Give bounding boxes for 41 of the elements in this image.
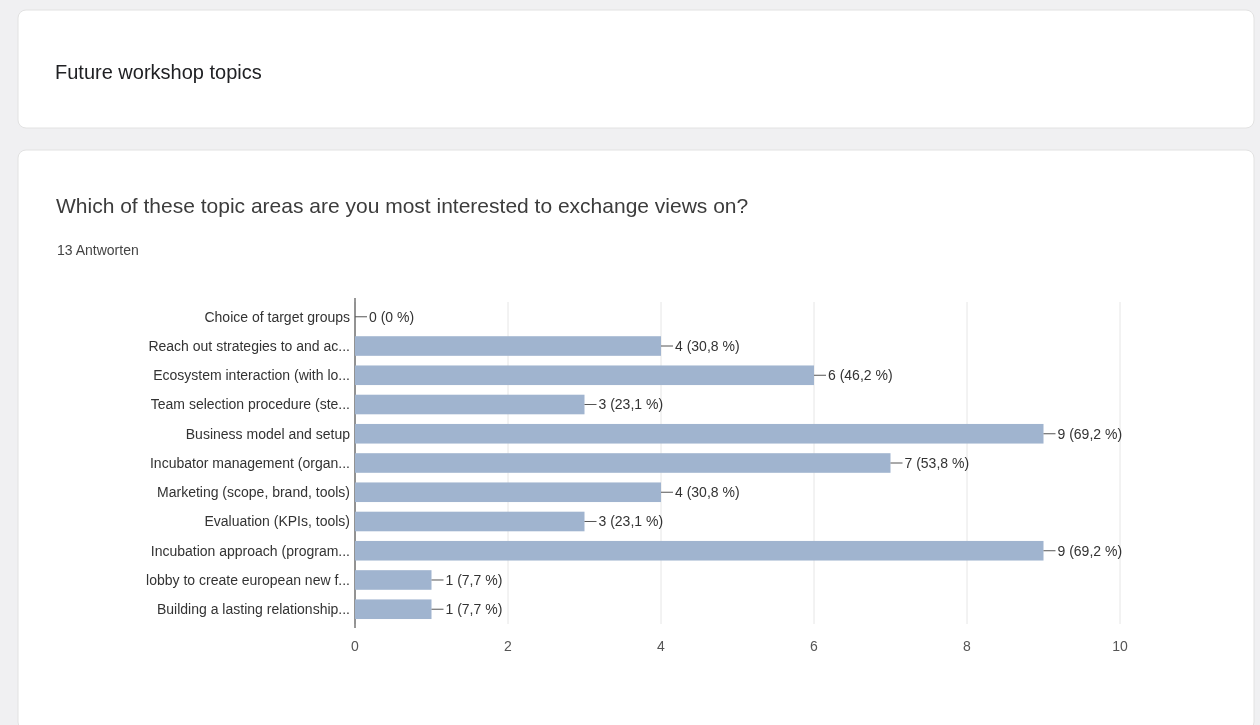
x-tick-label: 0 — [351, 638, 360, 654]
bar — [355, 570, 432, 590]
y-tick-label: Business model and setup — [185, 425, 351, 442]
data-label: 3 (23,1 %) — [598, 396, 664, 413]
y-tick-label: Building a lasting relationship... — [156, 601, 350, 618]
data-label: 4 (30,8 %) — [675, 337, 740, 354]
bar — [355, 423, 1044, 444]
data-label: 6 (46,2 %) — [828, 367, 893, 384]
y-tick-label: Incubator management (organ... — [149, 454, 350, 471]
data-label: 3 (23,1 %) — [598, 513, 664, 530]
x-tick-label: 2 — [504, 638, 513, 654]
bar — [355, 599, 432, 620]
text: Future workshop topics — [55, 61, 262, 83]
bar — [355, 336, 661, 356]
bar — [355, 540, 1044, 561]
y-tick-label: Reach out strategies to and ac... — [148, 337, 350, 354]
y-tick-label: Evaluation (KPIs, tools) — [204, 513, 350, 530]
chart-subtitle: Which of these topic areas are you most interested to exchange views on? — [56, 194, 749, 217]
bar — [355, 511, 585, 532]
y-tick-label: Incubation approach (program... — [150, 542, 350, 559]
data-label: 9 (69,2 %) — [1057, 425, 1123, 442]
bar — [355, 365, 814, 386]
x-tick-label: 4 — [657, 638, 666, 654]
y-tick-label: lobby to create european new f... — [146, 571, 350, 588]
bar — [355, 453, 891, 473]
x-tick-label: 6 — [810, 638, 819, 654]
text: 13 Antworten — [57, 242, 139, 258]
data-label: 1 (7,7 %) — [445, 571, 503, 588]
x-tick-label: 8 — [963, 638, 972, 654]
bar — [355, 482, 661, 503]
data-label: 9 (69,2 %) — [1057, 542, 1123, 559]
y-tick-label: Team selection procedure (ste... — [150, 396, 350, 413]
data-label: 1 (7,7 %) — [445, 601, 503, 618]
data-label: 4 (30,8 %) — [675, 484, 740, 501]
y-tick-label: Marketing (scope, brand, tools) — [157, 484, 350, 501]
y-tick-label: Choice of target groups — [204, 308, 350, 325]
x-tick-label: 10 — [1112, 638, 1128, 654]
data-label: 7 (53,8 %) — [904, 454, 970, 471]
data-label: 0 (0 %) — [369, 308, 415, 325]
y-tick-label: Ecosystem interaction (with lo... — [153, 367, 350, 384]
bar — [355, 394, 585, 415]
